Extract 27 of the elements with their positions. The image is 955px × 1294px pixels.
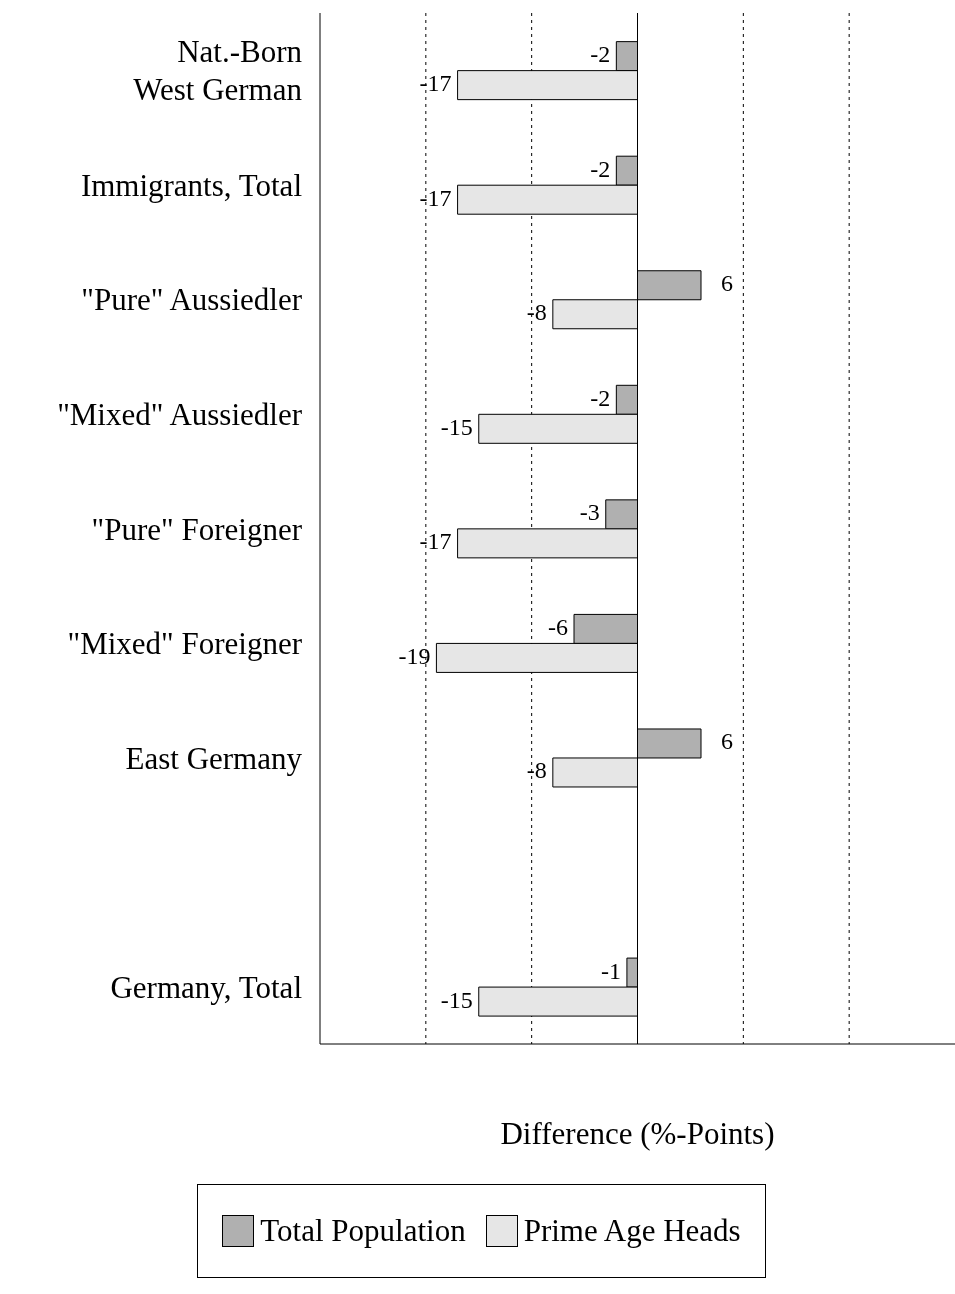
- data-label: -17: [419, 70, 452, 97]
- data-label: 6: [721, 728, 733, 755]
- y-tick-label: Immigrants, Total: [80, 167, 302, 203]
- data-label: -2: [590, 41, 611, 68]
- data-label: -15: [440, 986, 473, 1013]
- y-tick-label: Germany, Total: [110, 969, 302, 1005]
- data-label: -2: [590, 155, 611, 182]
- data-label: -1: [600, 957, 621, 984]
- legend-label: Total Population: [260, 1213, 466, 1249]
- legend-label: Prime Age Heads: [523, 1213, 741, 1249]
- y-tick-label: "Pure" Aussiedler: [81, 281, 303, 317]
- data-label: -6: [548, 613, 568, 640]
- data-label: -17: [419, 528, 452, 555]
- y-tick-label: "Mixed" Foreigner: [67, 625, 303, 661]
- data-label: -8: [526, 299, 547, 326]
- data-label: -8: [526, 757, 547, 784]
- data-label: -2: [590, 384, 611, 411]
- data-label: -19: [398, 642, 431, 669]
- data-label: -17: [419, 184, 452, 211]
- y-tick-label: East Germany: [125, 740, 303, 776]
- y-tick-label: Nat.-Born West German: [133, 33, 303, 107]
- y-tick-label: "Pure" Foreigner: [91, 511, 303, 546]
- data-label: 6: [721, 270, 733, 297]
- x-axis-title: Difference (%-Points): [500, 1116, 775, 1151]
- data-label: -3: [579, 499, 600, 526]
- y-tick-label: "Mixed" Aussiedler: [57, 396, 303, 432]
- data-label: -15: [440, 413, 473, 440]
